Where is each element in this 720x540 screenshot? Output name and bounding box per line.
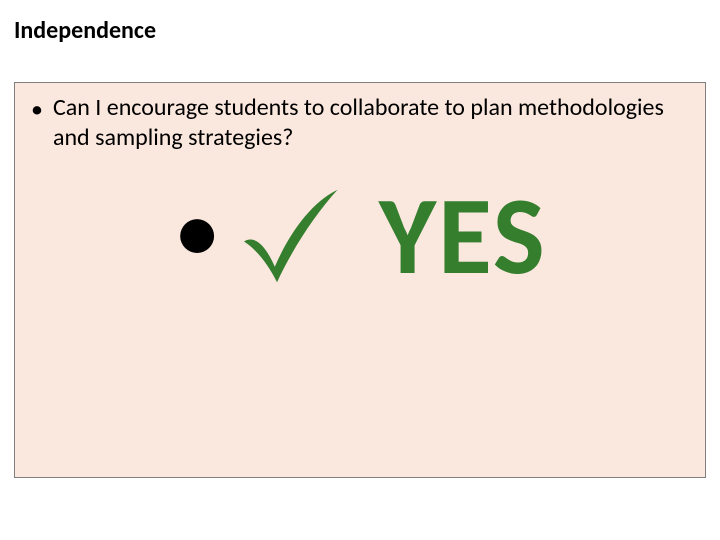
slide: Independence • Can I encourage students … xyxy=(0,0,720,540)
content-box: • Can I encourage students to collaborat… xyxy=(14,82,706,478)
checkmark-icon xyxy=(233,181,343,291)
bullet-dot-icon: • xyxy=(31,95,43,125)
answer-row: • YES xyxy=(31,181,689,291)
question-text: Can I encourage students to collaborate … xyxy=(53,93,689,153)
answer-bullet-dot-icon: • xyxy=(173,183,221,279)
slide-title: Independence xyxy=(14,16,156,45)
question-bullet-row: • Can I encourage students to collaborat… xyxy=(31,93,689,153)
answer-yes-text: YES xyxy=(379,181,547,291)
